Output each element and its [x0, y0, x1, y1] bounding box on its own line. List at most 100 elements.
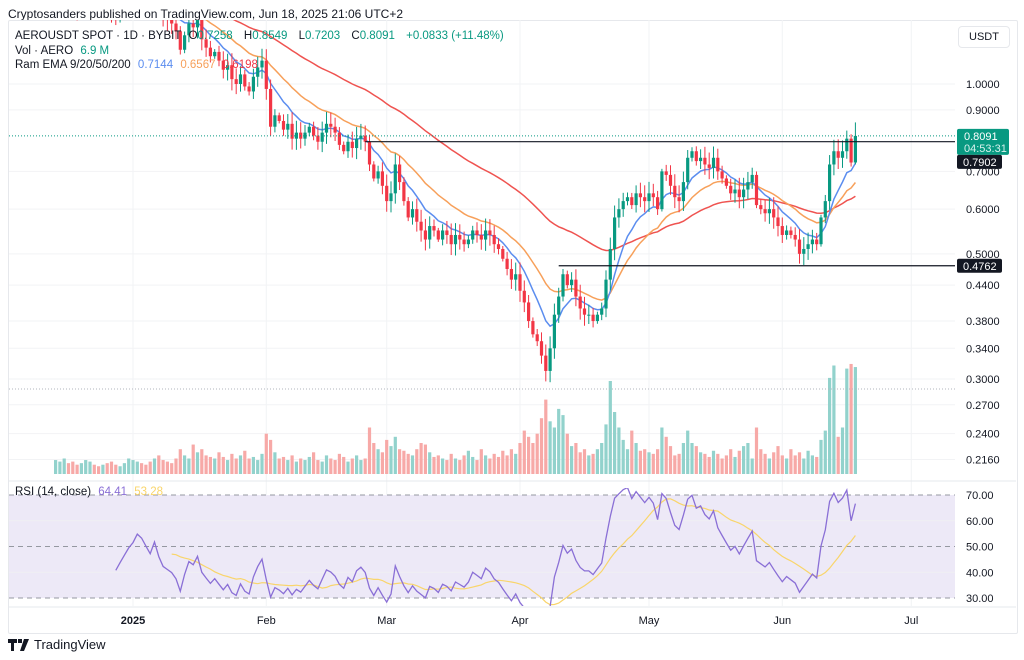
volume-bar	[475, 460, 479, 474]
candle-body	[226, 65, 230, 70]
level-label: 0.7902	[963, 157, 997, 169]
candle-body	[256, 67, 260, 77]
volume-bar	[109, 461, 114, 474]
candle-body	[608, 248, 612, 280]
candle-body	[673, 185, 677, 198]
rsi-tick-label: 40.00	[966, 567, 994, 579]
volume-bar	[763, 453, 767, 474]
volume-bar	[178, 449, 182, 474]
volume-bar	[187, 458, 191, 474]
candle-body	[570, 279, 574, 286]
badge-bg	[957, 128, 1009, 155]
candle-body	[162, 5, 165, 16]
candle-body	[200, 20, 204, 40]
time-tick-label: May	[639, 615, 660, 627]
price-tick-label: 0.9000	[966, 105, 1000, 117]
volume-bar	[767, 458, 771, 474]
candle-body	[380, 171, 384, 186]
candle-body	[557, 296, 561, 315]
volume-value: 6.9 M	[80, 45, 110, 57]
volume-bar	[561, 415, 565, 474]
candle-body	[806, 244, 810, 249]
candle-body	[441, 230, 445, 240]
tradingview-logo[interactable]: TradingView	[8, 637, 106, 652]
candle-body	[565, 274, 569, 286]
price-tick-label: 1.0000	[966, 79, 1000, 91]
volume-legend[interactable]: Vol · AERO 6.9 M	[15, 45, 113, 57]
countdown-label: 04:53:31	[964, 143, 1007, 155]
rsi-line	[115, 488, 857, 606]
rsi-lines	[115, 488, 857, 606]
candle-body	[823, 201, 827, 218]
volume-bar	[372, 443, 376, 474]
candle-body	[217, 51, 221, 61]
volume-bar	[355, 455, 359, 474]
candle-body	[733, 189, 737, 194]
candle-body	[621, 201, 625, 210]
volume-bar	[127, 458, 131, 474]
candle-body	[828, 164, 832, 202]
rsi-value: 64.41	[98, 486, 128, 498]
volume-bar	[836, 436, 840, 474]
candle-body	[780, 226, 784, 235]
candle-body	[281, 120, 286, 130]
candle-body	[363, 135, 367, 142]
volume-bar	[71, 461, 75, 474]
volume-bar	[522, 430, 526, 474]
volume-bar	[716, 453, 720, 474]
volume-bar	[643, 449, 647, 474]
currency-button[interactable]: USDT	[958, 26, 1010, 48]
candle-body	[845, 138, 849, 152]
volume-bar	[462, 455, 466, 474]
rsi-legend[interactable]: RSI (14, close) 64.41 53.28	[15, 486, 167, 498]
candle-body	[840, 151, 845, 158]
candle-body	[402, 182, 406, 202]
ema50-value: 0.6198	[222, 59, 258, 71]
volume-bar	[681, 443, 685, 474]
level-label: 0.4762	[963, 261, 997, 273]
volume-bar	[677, 453, 681, 474]
volume-bar	[638, 450, 642, 474]
candle-body	[600, 308, 604, 315]
candle-body	[247, 86, 251, 92]
volume-bar	[273, 452, 277, 474]
candle-body	[772, 209, 776, 218]
candle-body	[213, 51, 217, 57]
volume-bar	[840, 427, 845, 474]
volume-bar	[793, 455, 797, 474]
volume-bar	[66, 463, 71, 474]
symbol-title[interactable]: AEROUSDT SPOT · 1D · BYBIT	[15, 30, 182, 42]
publisher-caption: Cryptosanders published on TradingView.c…	[8, 7, 404, 21]
volume-bar	[234, 458, 238, 474]
volume-bar	[170, 463, 174, 474]
candle-body	[307, 126, 311, 133]
volume-bar	[539, 418, 544, 474]
volume-bar	[466, 450, 470, 474]
candle-body	[522, 290, 526, 303]
volume-bar	[161, 460, 165, 474]
candle-body	[466, 239, 470, 245]
candle-body	[385, 185, 389, 202]
candle-body	[836, 151, 840, 158]
volume-bar	[114, 464, 118, 474]
price-tick-label: 0.2160	[966, 454, 1000, 466]
volume-bar	[208, 456, 212, 474]
volume-bar	[200, 449, 204, 474]
candle-body	[389, 193, 393, 202]
candle-body	[415, 209, 419, 222]
candle-body	[110, 9, 113, 14]
volume-bar	[544, 399, 548, 474]
volume-bar	[204, 455, 208, 474]
high-label: H	[243, 30, 253, 42]
volume-bar	[191, 444, 195, 474]
volume-bar	[75, 464, 79, 474]
volume-bar	[140, 463, 144, 474]
volume-bar	[656, 449, 660, 474]
volume-bar	[479, 449, 483, 474]
volume-bar	[595, 449, 599, 474]
candle-body	[320, 132, 324, 142]
candle-body	[195, 20, 200, 28]
candle-body	[264, 60, 268, 89]
ema-legend[interactable]: Ram EMA 9/20/50/200 0.7144 0.6567 0.6198	[15, 59, 262, 71]
